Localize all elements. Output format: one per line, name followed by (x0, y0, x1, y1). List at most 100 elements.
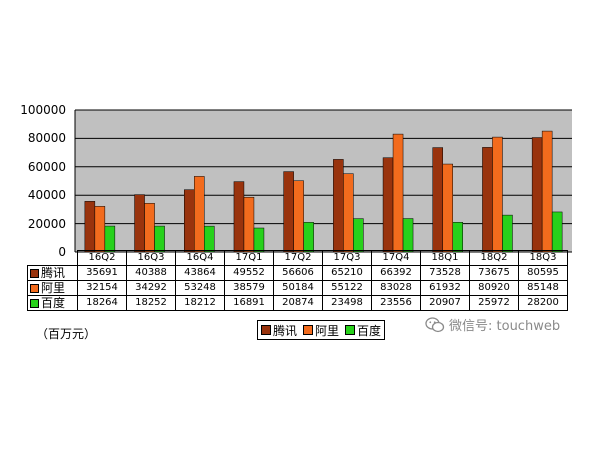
data-value: 73675 (469, 265, 519, 281)
data-value: 28200 (518, 295, 568, 311)
bar (84, 201, 96, 253)
bar (134, 194, 145, 253)
legend-label: 阿里 (314, 323, 339, 338)
series-name: 百度 (41, 296, 66, 310)
watermark: 微信号: touchweb (425, 315, 560, 334)
x-tick-label: 17Q3 (322, 250, 372, 266)
unit-label: （百万元） (36, 327, 97, 341)
data-value: 49552 (224, 265, 274, 281)
data-value: 18212 (175, 295, 225, 311)
series-row-header: 阿里 (27, 280, 78, 296)
data-value: 20907 (420, 295, 470, 311)
bar (392, 133, 404, 253)
data-value: 35691 (77, 265, 127, 281)
bar (442, 163, 453, 253)
y-tick-label: 80000 (27, 131, 66, 146)
data-value: 83028 (371, 280, 421, 296)
bar (194, 176, 205, 253)
x-tick-label: 18Q3 (518, 250, 568, 266)
bar (353, 218, 364, 253)
bar (551, 211, 563, 253)
data-value: 25972 (469, 295, 519, 311)
bar (154, 225, 165, 253)
x-tick-label: 16Q3 (126, 250, 176, 266)
bar (303, 222, 314, 253)
data-value: 55122 (322, 280, 372, 296)
legend-item: 腾讯 (260, 322, 297, 339)
legend-label: 百度 (356, 323, 381, 338)
legend: 腾讯 阿里 百度 (257, 320, 385, 340)
data-value: 65210 (322, 265, 372, 281)
bar (343, 173, 354, 253)
bar (204, 225, 215, 253)
table-row: 腾讯 35691 40388 43864 49552 56606 65210 66392 735… (27, 265, 568, 281)
data-value: 38579 (224, 280, 274, 296)
bar (531, 137, 543, 253)
data-value: 56606 (273, 265, 323, 281)
bar (144, 203, 155, 253)
data-value: 32154 (77, 280, 127, 296)
series-row-header: 腾讯 (27, 265, 78, 281)
bar (402, 218, 414, 253)
legend-swatch (260, 325, 271, 335)
data-value: 23556 (371, 295, 421, 311)
series-name: 阿里 (41, 281, 66, 295)
data-value: 73528 (420, 265, 470, 281)
data-value: 66392 (371, 265, 421, 281)
table-header-row: 16Q2 16Q3 16Q4 17Q1 17Q2 17Q3 17Q4 18Q1 18Q2 18Q3 (28, 250, 568, 266)
data-value: 16891 (224, 295, 274, 311)
series-swatch (30, 299, 39, 308)
y-tick-label: 60000 (27, 159, 66, 174)
bar (382, 157, 394, 253)
x-tick-label: 18Q1 (420, 250, 470, 266)
watermark-text: 微信号: touchweb (449, 319, 561, 334)
y-tick-label: 100000 (20, 103, 66, 117)
data-value: 53248 (175, 280, 225, 296)
legend-swatch (344, 325, 355, 335)
x-tick-label: 16Q4 (175, 250, 225, 266)
legend-item: 百度 (344, 322, 381, 339)
series-row-header: 百度 (27, 295, 78, 311)
data-value: 80595 (518, 265, 568, 281)
bar (94, 206, 106, 253)
bar (492, 136, 503, 253)
bar (184, 189, 195, 253)
table-row: 阿里 32154 34292 53248 38579 50184 55122 83028 619… (27, 280, 568, 296)
bar (243, 196, 255, 253)
x-tick-label: 17Q4 (371, 250, 421, 266)
bar (432, 147, 443, 253)
legend-label: 腾讯 (272, 323, 297, 338)
bar (502, 214, 513, 253)
x-tick-label: 18Q2 (469, 250, 519, 266)
y-tick-label: 20000 (27, 216, 66, 231)
data-value: 20874 (273, 295, 323, 311)
bar (253, 227, 265, 253)
wechat-icon (425, 316, 445, 332)
y-tick-label: 0 (58, 245, 66, 259)
data-value: 85148 (518, 280, 568, 296)
bar (233, 181, 245, 253)
bar (452, 222, 463, 253)
data-value: 43864 (175, 265, 225, 281)
data-value: 23498 (322, 295, 372, 311)
data-value: 80920 (469, 280, 519, 296)
data-value: 18264 (77, 295, 127, 311)
x-tick-label: 17Q1 (224, 250, 274, 266)
bar (104, 225, 116, 253)
bar (283, 171, 294, 253)
bar (293, 180, 304, 253)
series-swatch (30, 284, 39, 293)
data-value: 18252 (126, 295, 176, 311)
legend-item: 阿里 (302, 322, 339, 339)
x-tick-label: 17Q2 (273, 250, 323, 266)
legend-swatch (302, 325, 313, 335)
data-table: 16Q2 16Q3 16Q4 17Q1 17Q2 17Q3 17Q4 18Q1 18Q2 18Q3… (27, 250, 568, 311)
table-corner (28, 251, 78, 266)
series-name: 腾讯 (41, 266, 66, 280)
table-row: 百度 18264 18252 18212 16891 20874 23498 23556 209… (27, 295, 568, 311)
data-value: 34292 (126, 280, 176, 296)
bar (541, 130, 553, 253)
series-swatch (30, 269, 39, 278)
